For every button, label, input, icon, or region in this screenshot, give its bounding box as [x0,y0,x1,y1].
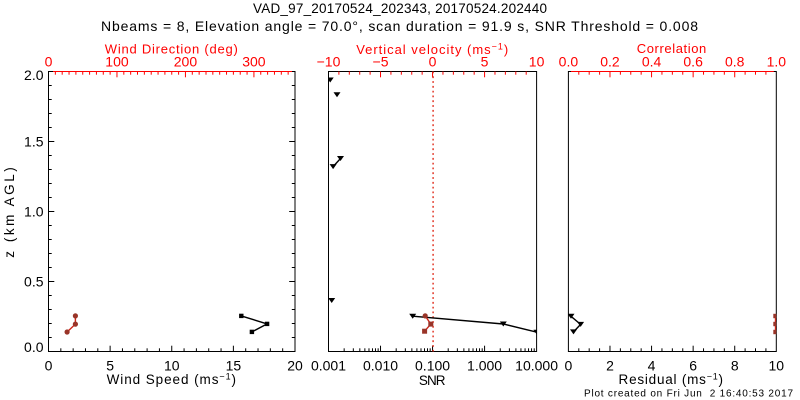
svg-text:Vertical velocity (ms−1): Vertical velocity (ms−1) [356,41,508,57]
svg-text:0.6: 0.6 [683,54,703,70]
svg-text:Wind Speed (ms−1): Wind Speed (ms−1) [107,372,236,388]
svg-text:SNR: SNR [419,373,446,388]
svg-text:2: 2 [606,357,614,373]
svg-text:Wind Direction (deg): Wind Direction (deg) [105,42,238,57]
svg-text:2.0: 2.0 [24,67,44,83]
svg-text:0.0: 0.0 [559,54,579,70]
svg-text:−10: −10 [317,54,341,70]
svg-text:6: 6 [689,357,697,373]
svg-text:10: 10 [164,357,180,373]
svg-text:0: 0 [565,357,573,373]
svg-text:0.4: 0.4 [642,54,662,70]
svg-text:5: 5 [481,54,489,70]
svg-text:0.5: 0.5 [24,274,44,290]
svg-text:1.000: 1.000 [467,357,502,373]
svg-text:100: 100 [105,54,129,70]
svg-text:0.0: 0.0 [24,339,44,355]
svg-text:Correlation: Correlation [637,41,707,56]
svg-text:1.0: 1.0 [767,54,787,70]
svg-text:0.8: 0.8 [725,54,745,70]
svg-text:VAD_97_20170524_202343, 201705: VAD_97_20170524_202343, 20170524.202440 [253,1,547,16]
svg-text:15: 15 [226,357,242,373]
svg-text:20: 20 [287,357,303,373]
svg-text:0: 0 [45,54,53,70]
svg-text:200: 200 [174,54,198,70]
svg-text:10: 10 [529,54,545,70]
svg-text:Residual (ms−1): Residual (ms−1) [619,372,724,388]
svg-text:1.0: 1.0 [24,204,44,220]
svg-text:10: 10 [769,357,785,373]
svg-text:5: 5 [106,357,114,373]
svg-text:Nbeams = 8, Elevation angle =: Nbeams = 8, Elevation angle = 70.0°, sca… [101,18,698,34]
svg-text:0: 0 [45,357,53,373]
svg-text:0.001: 0.001 [311,357,346,373]
svg-text:10.000: 10.000 [515,357,558,373]
svg-text:8: 8 [731,357,739,373]
svg-text:Plot created on Fri Jun 2 16:: Plot created on Fri Jun 2 16:40:53 2017 [584,389,793,400]
svg-text:z (km AGL): z (km AGL) [2,167,17,258]
svg-text:300: 300 [242,54,266,70]
svg-text:1.5: 1.5 [24,134,44,150]
svg-text:4: 4 [648,357,656,373]
svg-text:0.2: 0.2 [600,54,620,70]
svg-text:−5: −5 [373,54,389,70]
svg-text:0: 0 [429,54,437,70]
svg-text:0.100: 0.100 [415,357,450,373]
svg-text:0.010: 0.010 [363,357,398,373]
